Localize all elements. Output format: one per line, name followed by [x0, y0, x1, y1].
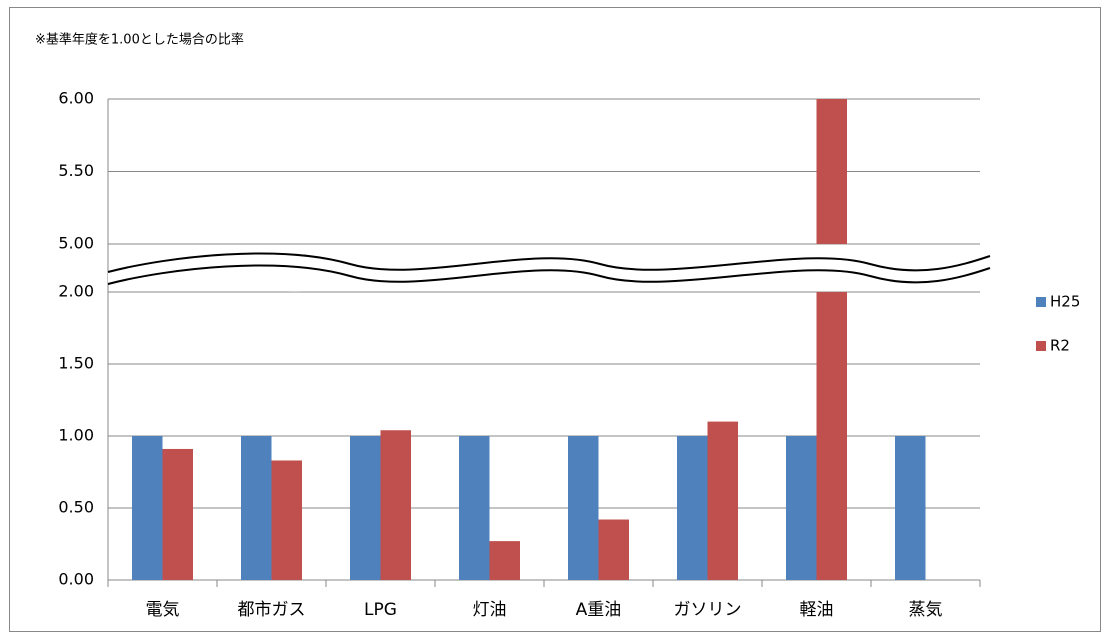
y-tick-label: 0.50	[58, 498, 94, 517]
bar-segment	[489, 541, 520, 580]
bar	[162, 448, 193, 580]
bar-segment	[459, 436, 490, 580]
x-tick-label: A重油	[576, 600, 622, 620]
bar-segment	[271, 460, 302, 580]
chart-title: ※基準年度を1.00とした場合の比率	[35, 32, 244, 48]
x-tick-label: ガソリン	[674, 600, 742, 620]
bar-segment	[816, 292, 847, 580]
x-tick-label: 蒸気	[909, 600, 943, 620]
y-tick-label: 2.00	[58, 282, 94, 301]
x-tick-label: 灯油	[473, 600, 507, 620]
legend-swatch	[1036, 341, 1046, 351]
legend-label: R2	[1050, 337, 1070, 355]
x-tick-label: 電気	[146, 600, 180, 620]
x-tick-label: LPG	[364, 600, 397, 620]
plot-area: 0.00 0.50 1.00 1.50 2.00 5.00 5.50 6.00 電気 都市ガス LP…	[58, 89, 981, 620]
bar-segment	[816, 99, 847, 244]
bar	[568, 436, 599, 580]
bar-segment	[568, 436, 599, 580]
legend-swatch	[1036, 297, 1046, 307]
bar	[786, 436, 817, 580]
bar-segment	[677, 436, 708, 580]
bar	[598, 519, 629, 580]
axis-break	[107, 252, 991, 292]
bar	[380, 430, 411, 580]
y-tick-label: 6.00	[58, 89, 94, 108]
legend-label: H25	[1050, 293, 1080, 311]
bar-segment	[380, 430, 411, 580]
bar-segment	[162, 448, 193, 580]
bar-segment	[241, 436, 272, 580]
y-tick-label: 0.00	[58, 570, 94, 589]
bar-segment	[132, 436, 163, 580]
x-tick-label: 都市ガス	[238, 600, 306, 620]
y-tick-label: 1.50	[58, 354, 94, 373]
y-tick-label: 5.00	[58, 234, 94, 253]
bar-segment	[707, 421, 738, 580]
bar-segment	[895, 436, 926, 580]
bar	[895, 436, 926, 580]
bar	[459, 436, 490, 580]
bar	[271, 460, 302, 580]
bar	[489, 541, 520, 580]
y-tick-label: 1.00	[58, 426, 94, 445]
bar	[241, 436, 272, 580]
bar-segment	[786, 436, 817, 580]
bar-segment	[598, 519, 629, 580]
bar	[132, 436, 163, 580]
bar	[677, 436, 708, 580]
bar-segment	[350, 436, 381, 580]
break-line	[107, 252, 991, 273]
x-tick-label: 軽油	[800, 600, 834, 620]
bar	[816, 99, 847, 580]
y-tick-label: 5.50	[58, 161, 94, 180]
break-line	[107, 264, 991, 285]
bar	[350, 436, 381, 580]
break-gap	[108, 256, 990, 292]
bar	[707, 421, 738, 580]
